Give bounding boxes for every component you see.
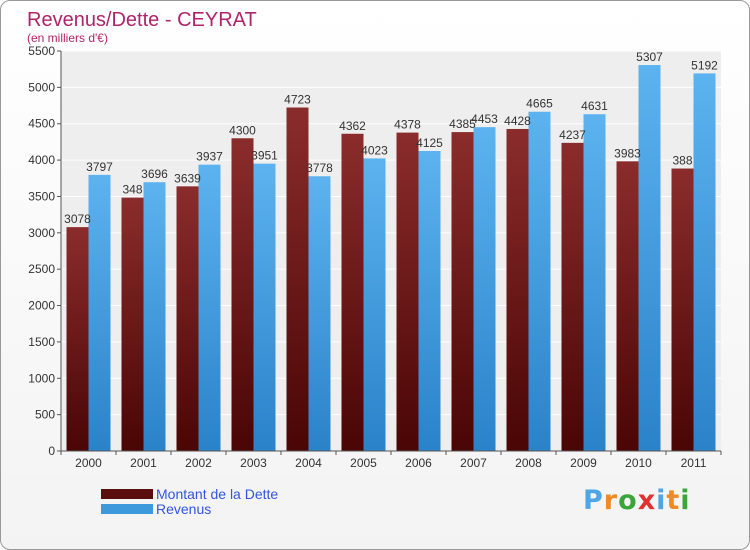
bar-dette [671,168,694,451]
bar-revenus [88,174,111,451]
data-label: 4723 [284,93,311,107]
data-label: 4237 [559,128,586,142]
data-label: 4453 [471,112,498,126]
bar-dette [176,186,199,451]
bar-revenus [693,73,716,452]
data-label: 4023 [361,143,388,157]
data-label: 3797 [86,160,113,174]
y-tick-label: 3000 [28,226,55,240]
y-tick-label: 0 [48,444,55,458]
x-tick-label: 2005 [350,456,377,470]
bar-dette [396,132,419,451]
y-tick-label: 1000 [28,371,55,385]
bar-dette [341,133,364,451]
bar-revenus [418,151,441,451]
y-tick-label: 2500 [28,262,55,276]
x-tick-label: 2001 [130,456,157,470]
bar-dette [121,197,144,451]
data-label: 4125 [416,136,443,150]
bar-revenus [638,65,661,451]
bar-revenus [363,158,386,451]
logo-letter: P [583,485,604,516]
data-label: 4300 [229,123,256,137]
y-tick-label: 5500 [28,44,55,58]
plot-area [61,51,721,451]
data-label: 4378 [394,118,421,132]
x-tick-label: 2000 [75,456,102,470]
data-label: 5307 [636,50,663,64]
bar-revenus [143,182,166,451]
x-tick-label: 2002 [185,456,212,470]
data-label: 3696 [141,167,168,181]
legend-swatch-dette [101,489,153,499]
bar-dette [451,132,474,451]
data-label: 4362 [339,119,366,133]
bar-dette [286,107,309,451]
y-tick-label: 3500 [28,189,55,203]
bar-revenus [528,111,551,452]
data-label: 4665 [526,97,553,111]
x-tick-label: 2008 [515,456,542,470]
bar-dette [616,161,639,451]
logo-letter: i [680,485,691,516]
logo-letter: r [603,485,619,516]
grid [61,50,721,452]
data-label: 3778 [306,161,333,175]
bars [66,65,716,452]
x-tick-label: 2011 [681,456,707,470]
y-tick-label: 500 [35,408,55,422]
data-labels: 3078 3797 348 3696 3639 3937 4300 3951 4723 3778 4… [64,50,718,226]
logo-letter: i [656,485,667,516]
data-label: 5192 [691,58,718,72]
bar-revenus [253,163,276,451]
bar-dette [561,142,584,451]
data-label: 3639 [174,171,201,185]
x-tick-label: 2009 [570,456,597,470]
y-tick-label: 4000 [28,153,55,167]
data-label: 348 [122,183,142,197]
bar-revenus [583,114,606,451]
bar-dette [231,138,254,452]
data-label: 4631 [581,99,608,113]
bar-revenus [198,164,221,451]
x-tick-label: 2003 [240,456,267,470]
data-label: 3983 [614,146,641,160]
x-tick-label: 2010 [625,456,652,470]
data-label: 4428 [504,114,531,128]
y-tick-label: 1500 [28,335,55,349]
x-tick-label: 2004 [295,456,322,470]
data-label: 3078 [64,212,91,226]
y-tick-label: 5000 [28,80,55,94]
proxiti-logo: Proxiti [583,485,691,516]
x-tick-label: 2007 [460,456,487,470]
y-tick-label: 4500 [28,117,55,131]
chart-title: Revenus/Dette - CEYRAT [27,9,257,31]
x-tick-label: 2006 [405,456,432,470]
data-label: 3937 [196,150,223,164]
legend-swatch-revenus [101,504,153,514]
legend-label: Montant de la Dette [156,486,278,502]
data-label: 3951 [251,149,278,163]
bar-revenus [473,127,496,452]
logo-letter: t [666,485,681,516]
data-label: 388 [672,154,692,168]
axes: 0 500 1000 1500 2000 2500 3000 3500 4000 4500 5000… [28,44,722,470]
bar-dette [66,227,89,451]
bar-revenus [308,176,331,451]
logo-letter: o [618,485,638,516]
logo-letter: x [637,485,657,516]
chart-subtitle: (en milliers d'€) [27,31,108,45]
data-label: 4385 [449,117,476,131]
y-tick-label: 2000 [28,299,55,313]
bar-dette [506,128,529,452]
legend-label: Revenus [156,501,211,517]
